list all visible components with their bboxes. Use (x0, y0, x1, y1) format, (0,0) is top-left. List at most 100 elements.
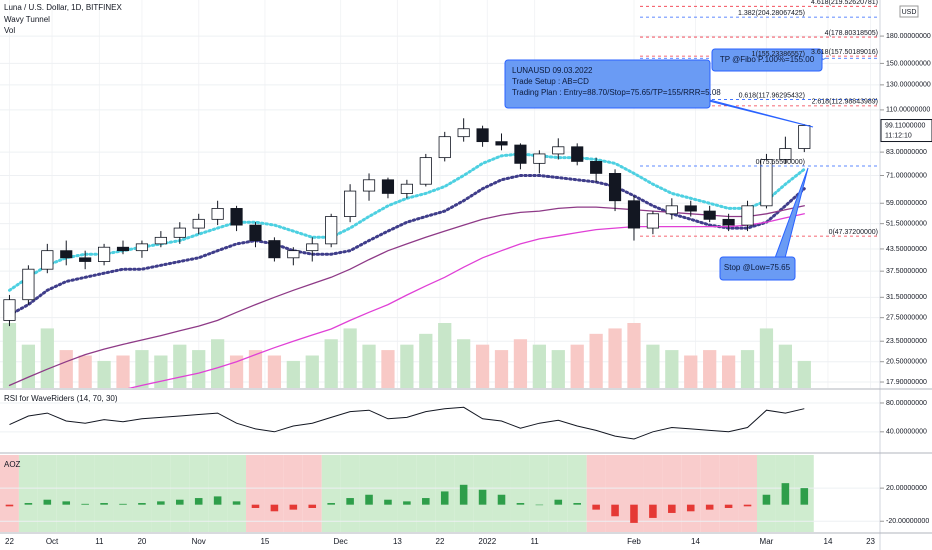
volume-bar (759, 328, 774, 388)
volume-bar (135, 350, 149, 388)
fib-label: 0(75.65500000) (756, 159, 805, 166)
volume-bar (40, 328, 54, 388)
candle-body (571, 146, 584, 162)
x-tick-label: 13 (393, 537, 402, 546)
fib-label: 1.382(204.28067425) (738, 10, 805, 17)
histogram-bar (686, 504, 695, 512)
x-tick-label: Nov (192, 537, 206, 546)
volume-bar (286, 360, 300, 388)
volume-bar (665, 350, 679, 388)
y-tick-label: 180.00000000 (886, 33, 931, 40)
volume-bar (229, 355, 244, 388)
y-tick-label: 71.00000000 (886, 172, 927, 179)
volume-bar (343, 328, 357, 388)
histogram-bar (800, 488, 809, 505)
histogram-bar (649, 504, 657, 518)
volume-bar (684, 355, 698, 388)
y-tick-label: 80.00000000 (886, 400, 927, 407)
callout-text: Trade Setup : AB=CD (512, 77, 589, 86)
candle-body (760, 159, 773, 207)
countdown: 11:12:10 (885, 132, 912, 139)
volume-bar (646, 344, 660, 388)
candle-body (438, 136, 451, 159)
candle-body (627, 200, 641, 229)
zone (548, 455, 568, 532)
volume-bar (173, 344, 187, 388)
rsi-line (9, 406, 805, 440)
zone (302, 455, 322, 532)
histogram-bar (43, 499, 52, 505)
indicator-label: Vol (4, 26, 15, 35)
histogram-bar (119, 503, 127, 505)
x-tick-label: 23 (866, 537, 875, 546)
volume-bar (627, 323, 641, 388)
histogram-bar (327, 503, 335, 505)
zone (0, 455, 19, 532)
histogram-bar (308, 504, 317, 508)
volume-bar (589, 333, 603, 388)
volume-bar (2, 323, 17, 388)
histogram-bar (781, 483, 790, 505)
histogram-bar (592, 504, 600, 510)
volume-bar (570, 344, 584, 388)
indicator-label: Wavy Tunnel (4, 15, 50, 24)
zone (397, 455, 417, 532)
candle-body (722, 218, 735, 226)
y-tick-label: 37.50000000 (886, 268, 927, 275)
histogram-bar (668, 504, 676, 513)
zone (416, 455, 436, 532)
candle-body (173, 227, 186, 238)
zone (37, 455, 57, 532)
y-tick-label: 20.50000000 (886, 359, 927, 366)
fib-label: 1(155.23386557) (752, 51, 805, 58)
histogram-bar (422, 498, 430, 505)
callout-box (711, 48, 823, 72)
zone (643, 455, 663, 532)
histogram-bar (346, 498, 354, 505)
candle-body (211, 208, 224, 220)
callout-pointer (774, 167, 809, 259)
volume-bar (438, 323, 452, 388)
histogram-bar (365, 494, 373, 505)
histogram-bar (270, 504, 279, 512)
histogram-bar (5, 504, 14, 507)
histogram-bar (705, 504, 714, 510)
candle-body (41, 250, 54, 270)
last-price: 99.11000000 (885, 122, 925, 129)
zone (151, 455, 171, 532)
x-tick-label: 14 (824, 537, 833, 546)
zone (624, 455, 644, 532)
candle-body (135, 243, 149, 252)
y-tick-label: 110.00000000 (886, 107, 930, 114)
zone (56, 455, 76, 532)
x-tick-label: 11 (95, 537, 104, 546)
histogram-bar (459, 484, 468, 505)
histogram-bar (289, 504, 298, 510)
volume-bar (475, 344, 490, 388)
x-tick-label: Mar (760, 537, 774, 546)
volume-bar (494, 350, 509, 388)
histogram-bar (384, 499, 392, 505)
histogram-bar (762, 494, 771, 505)
volume-bar (721, 355, 736, 388)
currency[interactable]: USD (902, 9, 917, 16)
callout-text: Stop @Low=75.65 (724, 263, 791, 272)
histogram-bar (213, 496, 222, 505)
callout-text: TP @Fibo P.100%=155.00 (720, 55, 815, 64)
y-tick-label: -20.00000000 (886, 518, 929, 525)
currency-box[interactable] (899, 5, 919, 18)
zone (529, 455, 549, 532)
histogram-bar (516, 503, 525, 505)
zone (227, 455, 247, 532)
histogram-bar (478, 489, 487, 505)
zone (586, 455, 606, 532)
zone (510, 455, 530, 532)
histogram-bar (138, 503, 146, 505)
volume-bar (703, 350, 717, 388)
candle-body (381, 179, 395, 194)
fib-label: 3.618(157.50189016) (811, 49, 878, 56)
zone (700, 455, 720, 532)
volume-bar (78, 355, 92, 388)
histogram-bar (630, 504, 638, 523)
